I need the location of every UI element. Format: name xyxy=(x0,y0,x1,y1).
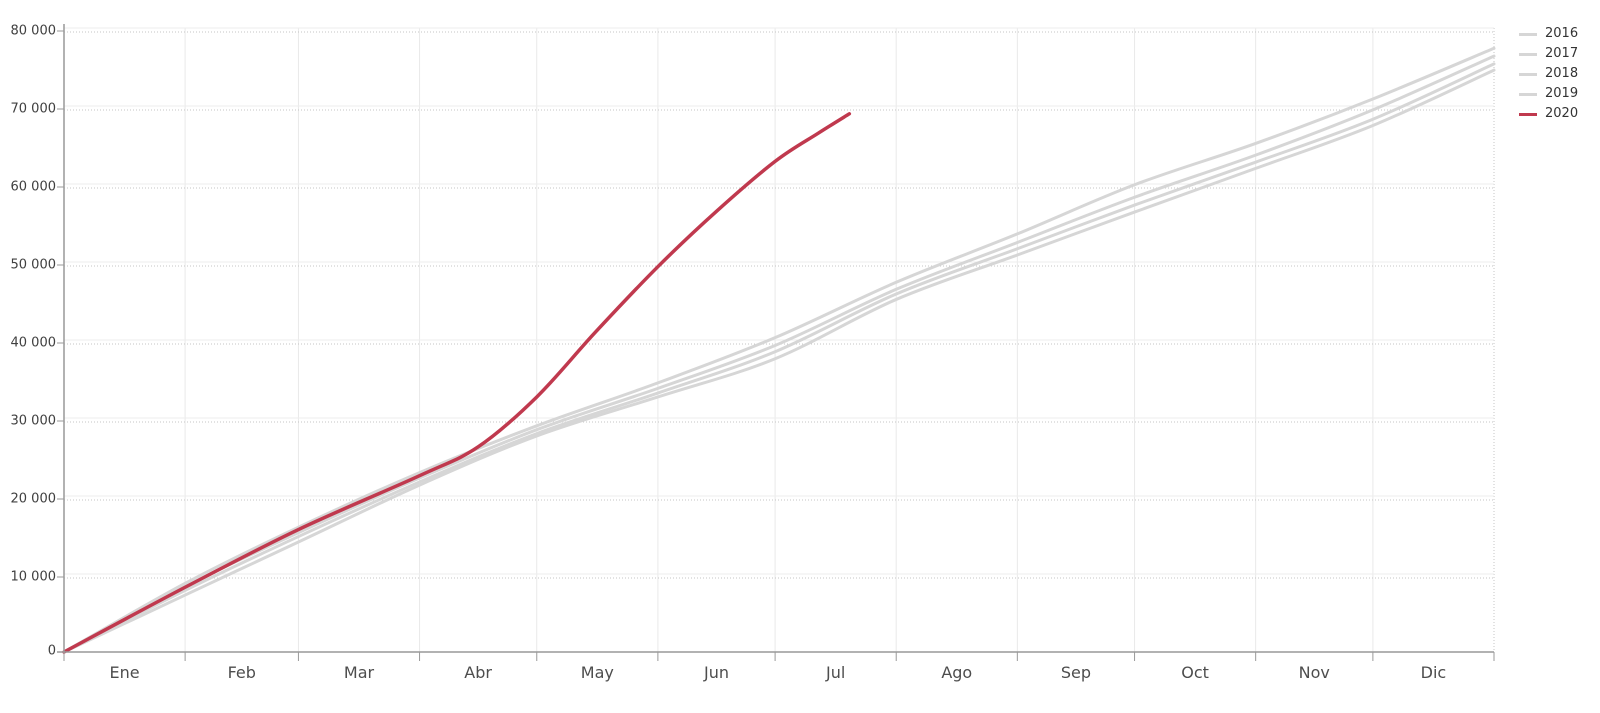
x-axis-month-label: Jun xyxy=(703,663,729,682)
legend-item-2020[interactable]: 2020 xyxy=(1519,104,1578,124)
x-axis-month-label: Abr xyxy=(464,663,492,682)
x-axis-month-label: Mar xyxy=(344,663,375,682)
legend-label: 2018 xyxy=(1545,66,1579,81)
y-axis-tick-label: 0 xyxy=(48,644,56,659)
legend-item-2017[interactable]: 2017 xyxy=(1519,44,1578,64)
y-axis-tick-label: 40 000 xyxy=(11,336,57,351)
legend-swatch-2017 xyxy=(1519,52,1537,56)
y-axis-tick-label: 20 000 xyxy=(11,492,57,507)
legend-swatch-2020 xyxy=(1519,112,1537,116)
legend: 2016 2017 2018 2019 2020 xyxy=(1519,24,1578,124)
y-axis-tick-label: 10 000 xyxy=(11,570,57,585)
legend-item-2016[interactable]: 2016 xyxy=(1519,24,1578,44)
y-axis-tick-label: 50 000 xyxy=(11,258,57,273)
x-axis-month-label: Sep xyxy=(1061,663,1091,682)
x-axis-month-label: May xyxy=(581,663,614,682)
series-line-2020 xyxy=(62,112,852,654)
x-axis-month-label: Oct xyxy=(1181,663,1209,682)
legend-item-2019[interactable]: 2019 xyxy=(1519,84,1578,104)
legend-swatch-2016 xyxy=(1519,32,1537,36)
y-axis-tick-label: 70 000 xyxy=(11,102,57,117)
series-line-2016 xyxy=(62,68,1496,654)
series-line-2017 xyxy=(62,62,1496,654)
series-line-2019 xyxy=(62,46,1496,654)
legend-label: 2019 xyxy=(1545,86,1579,101)
legend-label: 2016 xyxy=(1545,26,1579,41)
x-axis-month-label: Jul xyxy=(825,663,845,682)
x-axis-month-label: Nov xyxy=(1299,663,1330,682)
x-axis-month-label: Feb xyxy=(228,663,256,682)
legend-swatch-2019 xyxy=(1519,92,1537,96)
y-axis-tick-label: 60 000 xyxy=(11,180,57,195)
x-axis-month-label: Dic xyxy=(1421,663,1447,682)
legend-swatch-2018 xyxy=(1519,72,1537,76)
y-axis-tick-label: 30 000 xyxy=(11,414,57,429)
x-axis-month-label: Ene xyxy=(110,663,140,682)
legend-label: 2020 xyxy=(1545,106,1579,121)
x-axis-month-label: Ago xyxy=(941,663,972,682)
legend-label: 2017 xyxy=(1545,46,1579,61)
legend-item-2018[interactable]: 2018 xyxy=(1519,64,1578,84)
y-axis-tick-label: 80 000 xyxy=(11,24,57,39)
series-line-2018 xyxy=(62,54,1496,654)
